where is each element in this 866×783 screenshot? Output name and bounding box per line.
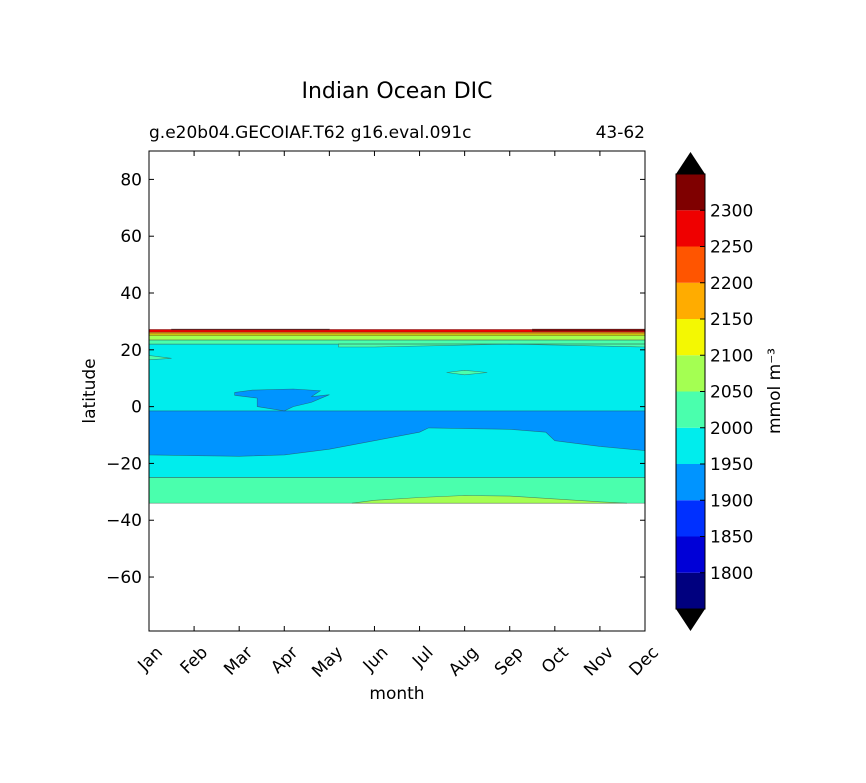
colorbar-band-1750 <box>676 572 705 609</box>
colorbar-tick-label-1900: 1900 <box>710 491 753 511</box>
x-tick-label-apr: Apr <box>267 643 302 678</box>
y-tick-label--20: −20 <box>106 454 142 474</box>
colorbar-band-2000 <box>676 391 705 428</box>
colorbar-tick-label-1850: 1850 <box>710 528 753 548</box>
colorbar-band-1950 <box>676 427 705 464</box>
plot-area <box>148 150 646 632</box>
colorbar: 1800 1850 1900 1950 2000 2050 2100 2150 2200 2250… <box>675 152 753 631</box>
chart-subtitle-right: 43-62 <box>596 123 645 143</box>
colorbar-band-2050 <box>676 355 705 392</box>
colorbar-band-1850 <box>676 500 705 537</box>
contour-region-1900-11 <box>234 388 330 412</box>
y-tick-label-20: 20 <box>120 341 142 361</box>
contour-region-2300-7 <box>171 328 330 331</box>
x-tick-label-mar: Mar <box>220 643 257 680</box>
contour-region-2000-9 <box>338 343 646 348</box>
colorbar-label: mmol m⁻³ <box>765 348 785 434</box>
y-axis: 80 60 40 20 0 −20 −40 −60 <box>106 170 645 588</box>
colorbar-band-2250 <box>676 210 705 247</box>
colorbar-band-2300 <box>676 174 705 211</box>
colorbar-band-2100 <box>676 319 705 356</box>
colorbar-extend-high <box>676 152 705 174</box>
chart-subtitle-left: g.e20b04.GECOIAF.T62 g16.eval.091c <box>149 123 471 143</box>
x-tick-label-aug: Aug <box>445 643 483 681</box>
y-tick-label-0: 0 <box>131 398 142 418</box>
colorbar-tick-label-2250: 2250 <box>710 238 753 258</box>
contour-region-2000-12 <box>446 369 488 376</box>
x-axis-label: month <box>369 684 424 704</box>
y-tick-label-60: 60 <box>120 227 142 247</box>
colorbar-extend-low <box>676 609 705 631</box>
x-tick-label-sep: Sep <box>491 643 528 680</box>
colorbar-tick-label-1800: 1800 <box>710 564 753 584</box>
colorbar-tick-label-2150: 2150 <box>710 310 753 330</box>
contour-region-2000-2 <box>148 339 646 345</box>
y-tick-label-80: 80 <box>120 170 142 190</box>
colorbar-tick-label-2200: 2200 <box>710 274 753 294</box>
x-tick-label-oct: Oct <box>538 643 573 678</box>
contour-region-1900-10 <box>148 410 646 457</box>
colorbar-tick-label-2300: 2300 <box>710 201 753 221</box>
plot-frame <box>148 150 646 632</box>
colorbar-band-2150 <box>676 282 705 319</box>
contour-region-2050-13 <box>351 495 628 504</box>
contour-region-2300-8 <box>531 328 646 332</box>
y-tick-label-40: 40 <box>120 284 142 304</box>
x-tick-label-feb: Feb <box>177 643 212 678</box>
colorbar-band-1900 <box>676 464 705 501</box>
colorbar-tick-label-1950: 1950 <box>710 455 753 475</box>
colorbar-tick-label-2100: 2100 <box>710 346 753 366</box>
y-tick-label--40: −40 <box>106 511 142 531</box>
x-tick-label-jul: Jul <box>408 643 437 672</box>
x-tick-label-jun: Jun <box>359 643 393 677</box>
chart-title: Indian Ocean DIC <box>301 79 492 104</box>
colorbar-band-2200 <box>676 246 705 283</box>
x-tick-label-nov: Nov <box>580 643 618 681</box>
x-tick-label-jan: Jan <box>134 643 167 676</box>
x-tick-label-may: May <box>308 643 347 682</box>
contour-region-2050-3 <box>148 335 646 341</box>
colorbar-band-1800 <box>676 536 705 573</box>
colorbar-tick-label-2000: 2000 <box>710 419 753 439</box>
y-axis-label: latitude <box>80 358 100 423</box>
x-tick-label-dec: Dec <box>626 643 663 680</box>
colorbar-tick-label-2050: 2050 <box>710 383 753 403</box>
y-tick-label--60: −60 <box>106 568 142 588</box>
